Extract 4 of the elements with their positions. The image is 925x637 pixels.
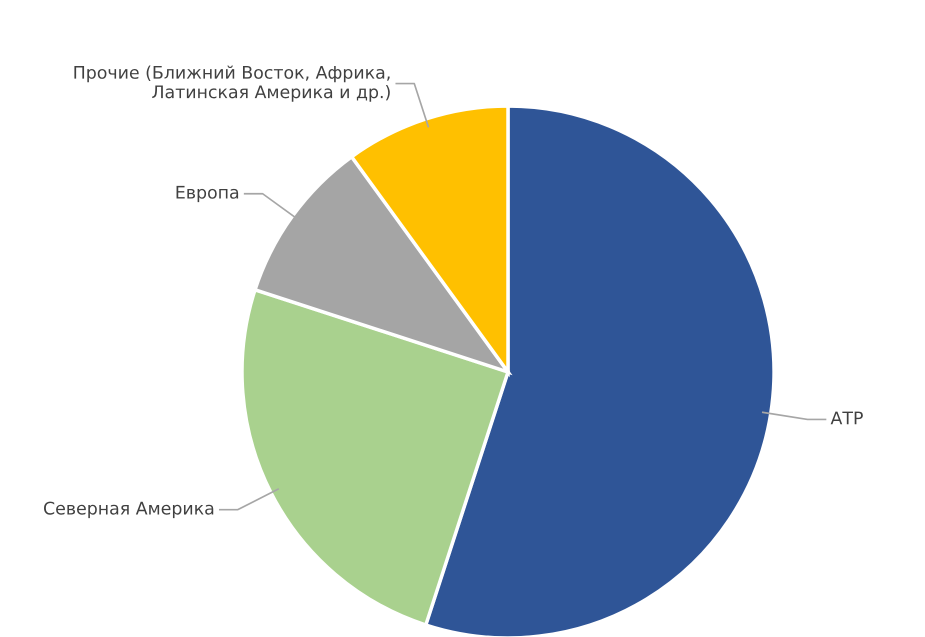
- slice-label: Прочие (Ближний Восток, Африка, Латинская Америка и др.): [74, 66, 390, 102]
- slice-label: Северная Америка: [44, 502, 214, 518]
- slice-label: Европа: [176, 186, 238, 202]
- slice-label: АТР: [830, 412, 863, 424]
